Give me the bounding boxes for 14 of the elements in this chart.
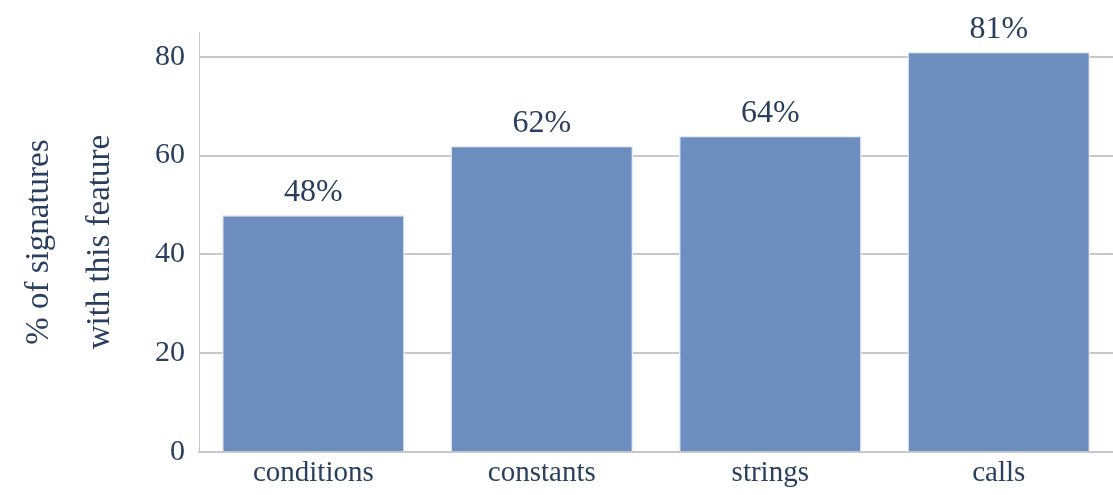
y-axis-title: % of signatures with this feature [19, 134, 117, 350]
x-tick-label: strings [731, 455, 809, 488]
y-tick-label: 40 [155, 235, 186, 269]
data-label: 62% [512, 103, 572, 140]
y-tick-label: 60 [155, 136, 186, 170]
y-tick-label: 20 [155, 334, 186, 368]
x-tick-label: constants [487, 455, 596, 488]
x-tick-label: conditions [252, 455, 374, 488]
x-tick-label: calls [972, 455, 1026, 488]
data-label: 81% [969, 9, 1029, 46]
y-tick-label: 0 [170, 433, 186, 467]
data-label: 64% [740, 93, 800, 130]
y-tick-label: 80 [155, 37, 186, 71]
data-label: 48% [284, 172, 343, 209]
